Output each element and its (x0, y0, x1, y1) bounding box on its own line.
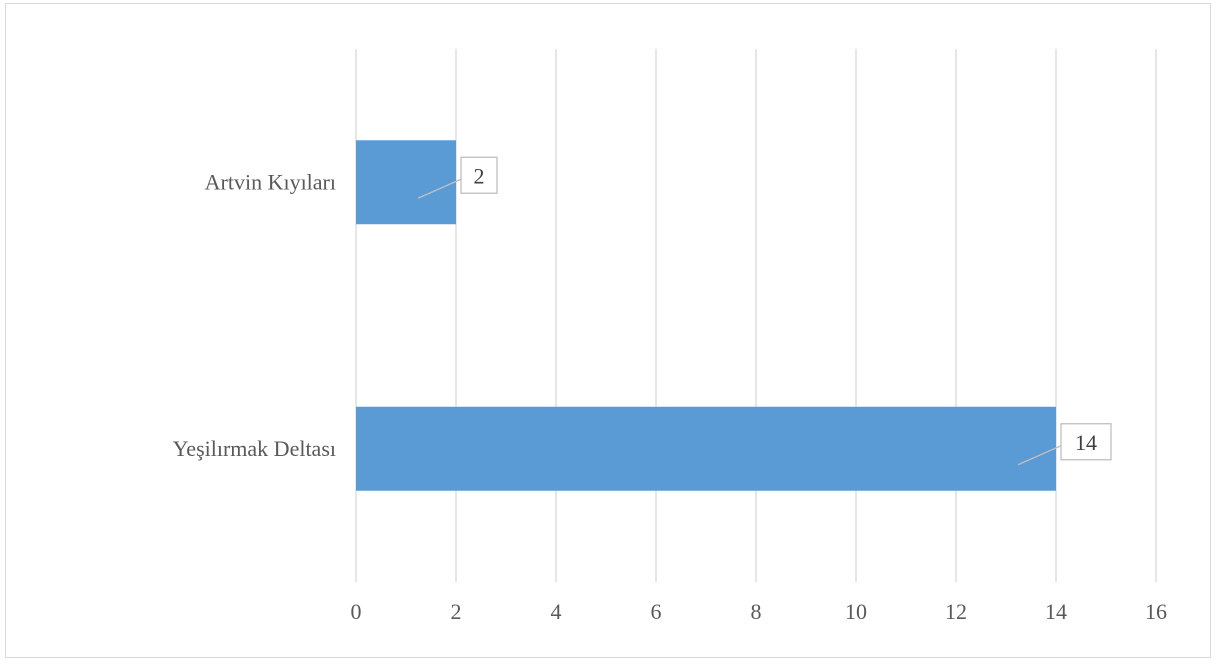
x-tick-label: 8 (751, 599, 762, 624)
data-label: 2 (474, 163, 485, 188)
x-tick-label: 0 (351, 599, 362, 624)
data-label-box (1060, 423, 1112, 461)
category-label: Artvin Kıyıları (205, 169, 336, 194)
x-tick-label: 2 (451, 599, 462, 624)
data-labels: 2 14 (417, 156, 1112, 466)
data-label: 14 (1075, 430, 1097, 455)
x-tick-label: 6 (651, 599, 662, 624)
x-tick-label: 4 (551, 599, 562, 624)
bar-chart: 0 2 4 6 8 10 12 14 16 Artvin Kıyıları Yeşilırmak … (173, 49, 1168, 624)
chart-frame: 0 2 4 6 8 10 12 14 16 Artvin Kıyıları Yeşilırmak … (5, 3, 1211, 658)
data-label-box (460, 156, 498, 194)
x-axis-tick-labels: 0 2 4 6 8 10 12 14 16 (351, 599, 1168, 624)
bar (356, 140, 456, 225)
x-tick-label: 14 (1045, 599, 1067, 624)
leader-line (417, 178, 462, 199)
bar-layer (356, 140, 1056, 491)
x-tick-label: 10 (845, 599, 867, 624)
leader-line (1017, 445, 1062, 466)
x-tick-label: 16 (1145, 599, 1167, 624)
y-axis-category-labels: Artvin Kıyıları Yeşilırmak Deltası (173, 169, 336, 461)
grid-layer (355, 49, 1157, 582)
bar (356, 406, 1056, 491)
category-label: Yeşilırmak Deltası (173, 436, 336, 461)
x-tick-label: 12 (945, 599, 967, 624)
